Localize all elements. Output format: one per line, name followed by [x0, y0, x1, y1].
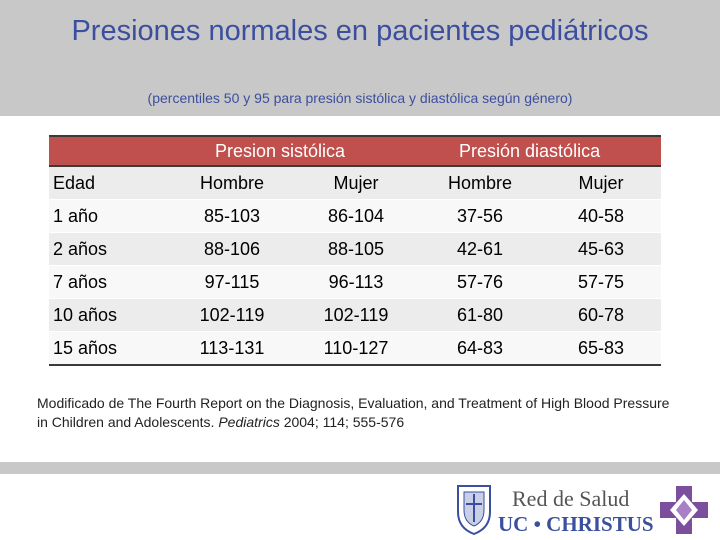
cell-value: 57-75 [577, 272, 625, 292]
cell-value: 96-113 [328, 272, 384, 292]
citation-ref: 2004; 114; 555-576 [283, 414, 405, 430]
cell-edad: 15 años [53, 338, 118, 358]
cell-value: 88-106 [203, 239, 261, 259]
column-header-hombre-sistolica: Hombre [199, 173, 265, 193]
cell-value: 102-119 [199, 305, 265, 325]
group-header-diastolic: Presión diastólica [459, 141, 601, 161]
logo-text-uc-christus: UC • CHRISTUS [498, 512, 654, 536]
column-header-mujer-sistolica: Mujer [333, 173, 379, 193]
page-title: Presiones normales en pacientes pediátri… [71, 15, 649, 47]
cell-edad: 10 años [53, 305, 118, 325]
cell-edad: 2 años [53, 239, 108, 259]
cell-value: 57-76 [456, 272, 504, 292]
cell-edad: 7 años [53, 272, 108, 292]
table-column-header-row: Edad Hombre Mujer Hombre Mujer [49, 167, 661, 199]
column-header-edad: Edad [53, 173, 96, 193]
university-seal-icon [457, 485, 491, 536]
table-bottom-rule [49, 364, 661, 366]
cell-edad: 1 año [53, 206, 99, 226]
cell-value: 88-105 [327, 239, 385, 259]
citation-journal: Pediatrics [218, 414, 280, 430]
table-group-header: Presion sistólica Presión diastólica [49, 135, 661, 167]
cell-value: 45-63 [577, 239, 625, 259]
cell-value: 102-119 [323, 305, 389, 325]
cell-value: 60-78 [577, 305, 625, 325]
cell-value: 97-115 [204, 272, 260, 292]
cell-value: 61-80 [456, 305, 504, 325]
cell-value: 64-83 [456, 338, 504, 358]
cell-value: 86-104 [327, 206, 385, 226]
table-row: 1 año 85-103 86-104 37-56 40-58 [49, 200, 661, 232]
column-header-hombre-diastolica: Hombre [447, 173, 513, 193]
christus-cross-icon [660, 486, 708, 534]
pressure-table: Presion sistólica Presión diastólica Eda… [49, 135, 661, 366]
cell-value: 40-58 [577, 206, 625, 226]
cell-value: 65-83 [577, 338, 625, 358]
header-band [0, 0, 720, 116]
cell-value: 85-103 [203, 206, 261, 226]
citation: Modificado de The Fourth Report on the D… [37, 394, 677, 432]
group-header-systolic: Presion sistólica [215, 141, 346, 161]
cell-value: 110-127 [323, 338, 389, 358]
citation-text: Modificado de The Fourth Report on the D… [37, 395, 670, 430]
table-row: 7 años 97-115 96-113 57-76 57-75 [49, 266, 661, 298]
cell-value: 37-56 [456, 206, 504, 226]
table-row: 10 años 102-119 102-119 61-80 60-78 [49, 299, 661, 331]
cell-value: 42-61 [456, 239, 504, 259]
footer-band [0, 462, 720, 474]
logo-text-red-de-salud: Red de Salud [512, 486, 630, 511]
column-header-mujer-diastolica: Mujer [578, 173, 624, 193]
cell-value: 113-131 [199, 338, 265, 358]
table-row: 15 años 113-131 110-127 64-83 65-83 [49, 332, 661, 364]
table-row: 2 años 88-106 88-105 42-61 45-63 [49, 233, 661, 265]
red-de-salud-logo: Red de Salud UC • CHRISTUS [452, 480, 714, 538]
page-subtitle: (percentiles 50 y 95 para presión sistól… [147, 90, 573, 106]
